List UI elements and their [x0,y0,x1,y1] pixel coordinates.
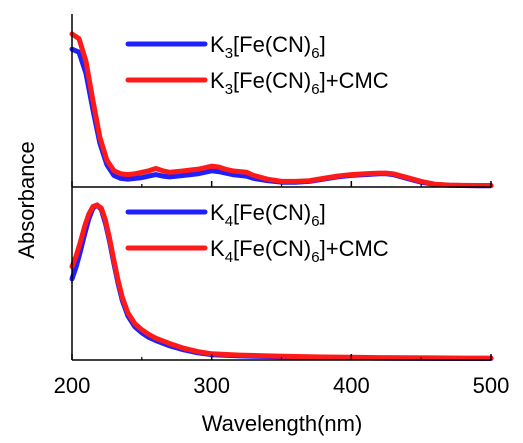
x-axis-title: Wavelength(nm) [202,411,363,436]
legend-label-part: 6 [311,213,319,230]
legend-layer: K3[Fe(CN)6]K3[Fe(CN)6]+CMCK4[Fe(CN)6]K4[… [125,32,389,266]
legend-label-part: [Fe(CN) [233,236,311,261]
legend-label-part: ] [320,200,326,225]
legend-label-part: K [210,236,225,261]
curves-layer [69,31,494,361]
x-tick-label-300: 300 [193,373,230,398]
series-line-bottom-0 [69,202,494,361]
legend-label-bottom-0: K4[Fe(CN)6] [210,200,326,230]
legend-label-part: K [210,68,225,93]
y-axis-title: Absorbance [14,141,39,258]
legend-label-part: K [210,200,225,225]
legend-label-part: ] [320,236,326,261]
legend-label-bottom-1: K4[Fe(CN)6]+CMC [210,236,389,266]
legend-label-part: 3 [225,45,233,62]
legend-label-suffix: +CMC [326,236,389,261]
legend-label-part: 4 [225,249,233,266]
series-line-top-1 [69,31,494,188]
legend-label-part: [Fe(CN) [233,200,311,225]
legend-label-part: K [210,32,225,57]
x-tick-label-400: 400 [333,373,370,398]
x-tick-label-200: 200 [54,373,91,398]
x-tick-label-500: 500 [473,373,510,398]
series-line-bottom-1 [69,202,494,361]
legend-label-part: 6 [311,249,319,266]
legend-label-part: 6 [311,45,319,62]
legend-label-part: [Fe(CN) [233,68,311,93]
legend-label-part: [Fe(CN) [233,32,311,57]
legend-label-part: ] [320,32,326,57]
ticks-layer: 200 300 400 500 [54,181,510,398]
legend-label-part: 6 [311,81,319,98]
legend-label-top-1: K3[Fe(CN)6]+CMC [210,68,389,98]
legend-label-part: 4 [225,213,233,230]
legend-label-suffix: +CMC [326,68,389,93]
legend-label-part: ] [320,68,326,93]
legend-label-part: 3 [225,81,233,98]
legend-label-top-0: K3[Fe(CN)6] [210,32,326,62]
